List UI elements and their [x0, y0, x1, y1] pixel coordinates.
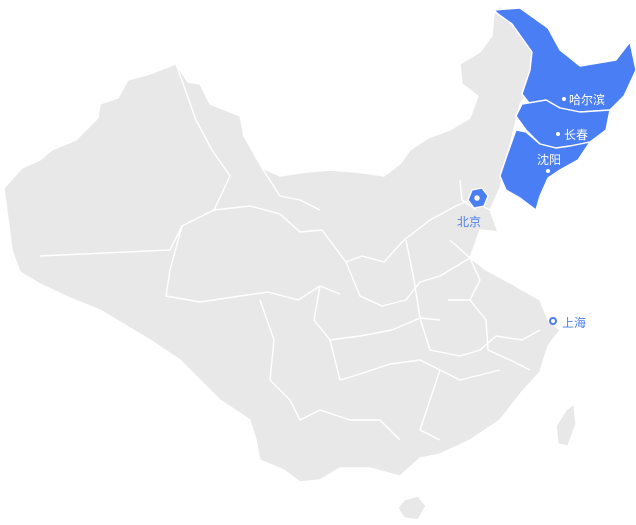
city-label-harbin: 哈尔滨: [569, 92, 605, 107]
region-mainland[interactable]: [3, 5, 561, 483]
city-shenyang[interactable]: 沈阳: [537, 152, 561, 173]
city-beijing[interactable]: 北京: [457, 193, 482, 230]
pin-icon: [551, 319, 555, 323]
city-dot: [562, 97, 566, 101]
city-label-shanghai: 上海: [562, 315, 586, 330]
region-hainan[interactable]: [397, 495, 427, 521]
region-taiwan[interactable]: [555, 403, 577, 447]
region-liaoning[interactable]: [499, 129, 591, 211]
city-label-changchun: 长春: [564, 128, 588, 142]
city-label-shenyang: 沈阳: [537, 152, 561, 167]
city-harbin[interactable]: 哈尔滨: [562, 92, 605, 107]
pin-icon: [472, 193, 482, 203]
city-changchun[interactable]: 长春: [556, 128, 588, 142]
city-shanghai[interactable]: 上海: [551, 315, 586, 330]
city-dot: [546, 169, 550, 173]
city-dot: [556, 132, 560, 136]
province-borders: [39, 63, 541, 441]
city-label-beijing: 北京: [457, 215, 481, 229]
